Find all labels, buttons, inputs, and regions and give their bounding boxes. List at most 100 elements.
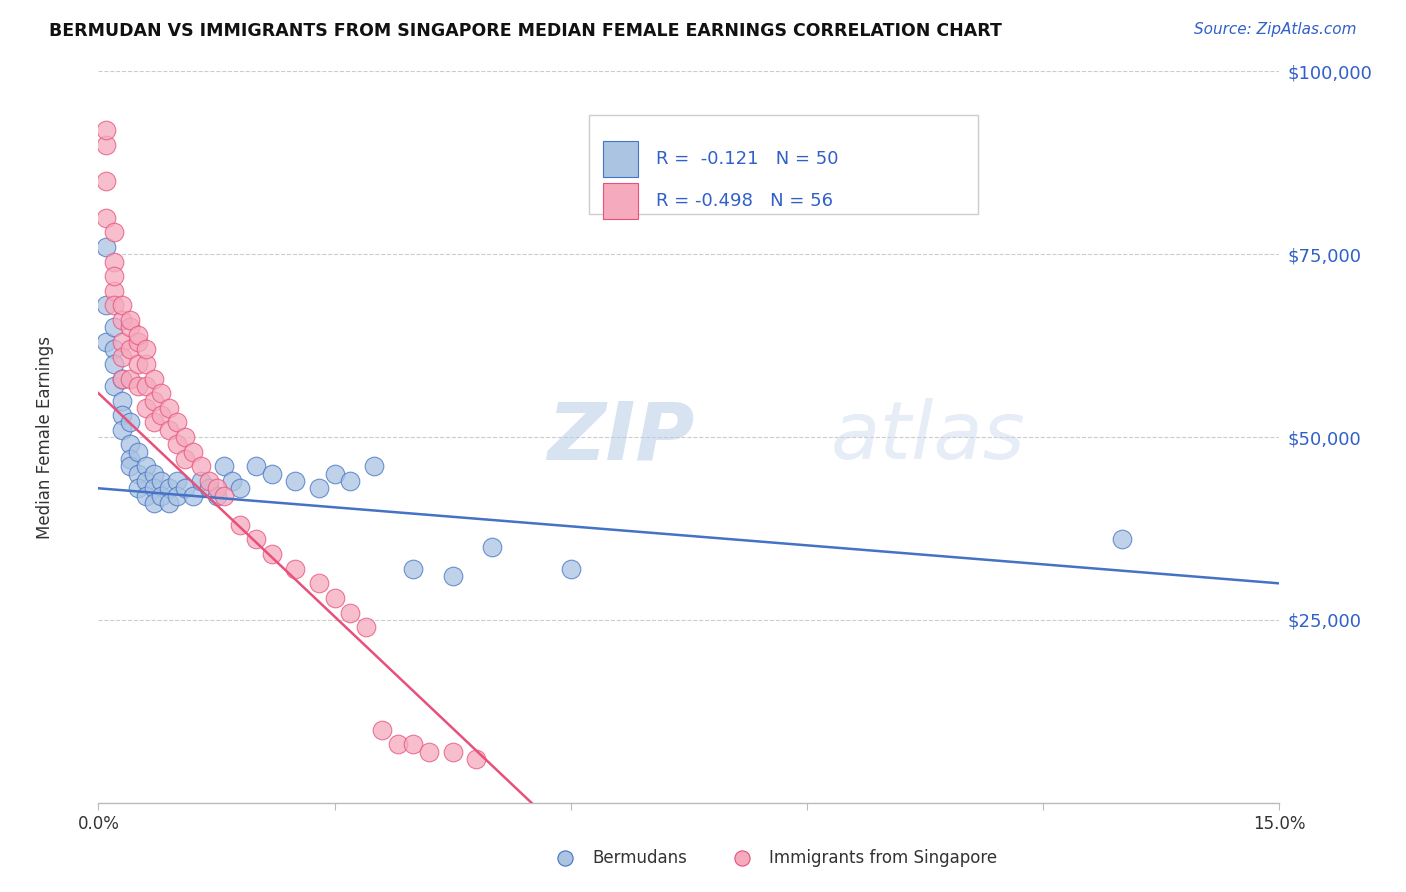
Point xyxy=(111,371,134,385)
Point xyxy=(118,343,141,357)
Point xyxy=(96,174,118,188)
Point xyxy=(197,474,219,488)
Text: Immigrants from Singapore: Immigrants from Singapore xyxy=(769,848,997,867)
Point xyxy=(96,298,118,312)
Point xyxy=(157,423,180,437)
Point xyxy=(96,137,118,152)
Point xyxy=(96,123,118,137)
Point xyxy=(1111,533,1133,547)
Point xyxy=(127,379,149,393)
Point xyxy=(118,320,141,334)
Point xyxy=(418,745,440,759)
Point xyxy=(142,371,165,385)
Point xyxy=(103,254,125,268)
Text: Source: ZipAtlas.com: Source: ZipAtlas.com xyxy=(1194,22,1357,37)
Point xyxy=(371,723,394,737)
Point xyxy=(103,320,125,334)
Point xyxy=(166,474,188,488)
Point xyxy=(118,452,141,467)
Bar xyxy=(603,183,638,219)
Point xyxy=(166,416,188,430)
Point xyxy=(402,562,425,576)
Point xyxy=(166,437,188,451)
Point xyxy=(363,459,385,474)
Point xyxy=(308,481,330,495)
Point xyxy=(157,481,180,495)
Point xyxy=(245,533,267,547)
Point xyxy=(560,562,582,576)
Point xyxy=(111,334,134,349)
Point xyxy=(229,517,252,532)
Point xyxy=(387,737,409,751)
Point xyxy=(166,489,188,503)
Point xyxy=(111,393,134,408)
Point xyxy=(103,269,125,284)
Text: BERMUDAN VS IMMIGRANTS FROM SINGAPORE MEDIAN FEMALE EARNINGS CORRELATION CHART: BERMUDAN VS IMMIGRANTS FROM SINGAPORE ME… xyxy=(49,22,1002,40)
Point xyxy=(221,474,243,488)
Point xyxy=(118,437,141,451)
Text: Bermudans: Bermudans xyxy=(592,848,688,867)
Text: R = -0.498   N = 56: R = -0.498 N = 56 xyxy=(655,192,832,210)
Point xyxy=(127,357,149,371)
Point xyxy=(323,467,346,481)
Point xyxy=(135,489,157,503)
Point xyxy=(174,481,197,495)
Point xyxy=(481,540,503,554)
Point xyxy=(260,547,283,561)
Point xyxy=(135,459,157,474)
Point xyxy=(323,591,346,605)
Point xyxy=(111,350,134,364)
Point xyxy=(111,313,134,327)
Point xyxy=(339,474,361,488)
Text: atlas: atlas xyxy=(831,398,1025,476)
Point xyxy=(402,737,425,751)
Point xyxy=(103,379,125,393)
Point xyxy=(157,496,180,510)
Point xyxy=(96,240,118,254)
Point xyxy=(135,474,157,488)
Point xyxy=(111,298,134,312)
Point xyxy=(339,606,361,620)
Point xyxy=(214,489,236,503)
Point xyxy=(181,444,204,458)
Point xyxy=(111,423,134,437)
Point xyxy=(174,430,197,444)
Bar xyxy=(603,141,638,178)
Point xyxy=(103,284,125,298)
Point xyxy=(127,467,149,481)
Point xyxy=(284,474,307,488)
Text: R =  -0.121   N = 50: R = -0.121 N = 50 xyxy=(655,150,838,168)
Point xyxy=(103,298,125,312)
Point xyxy=(174,452,197,467)
Point xyxy=(135,401,157,415)
Point xyxy=(135,357,157,371)
Point xyxy=(190,459,212,474)
Point xyxy=(135,379,157,393)
Point xyxy=(118,416,141,430)
Point xyxy=(354,620,377,634)
Point xyxy=(142,481,165,495)
Point xyxy=(284,562,307,576)
Point xyxy=(118,313,141,327)
Point xyxy=(142,416,165,430)
FancyBboxPatch shape xyxy=(589,115,979,214)
Point xyxy=(96,334,118,349)
Point xyxy=(260,467,283,481)
Point xyxy=(245,459,267,474)
Point xyxy=(150,489,173,503)
Point xyxy=(190,474,212,488)
Point xyxy=(205,489,228,503)
Point xyxy=(441,745,464,759)
Point xyxy=(150,474,173,488)
Point xyxy=(135,343,157,357)
Point xyxy=(229,481,252,495)
Point xyxy=(205,481,228,495)
Point xyxy=(127,444,149,458)
Point xyxy=(150,386,173,401)
Point xyxy=(308,576,330,591)
Point xyxy=(181,489,204,503)
Point xyxy=(103,357,125,371)
Text: Median Female Earnings: Median Female Earnings xyxy=(37,335,55,539)
Point xyxy=(96,211,118,225)
Point xyxy=(111,408,134,422)
